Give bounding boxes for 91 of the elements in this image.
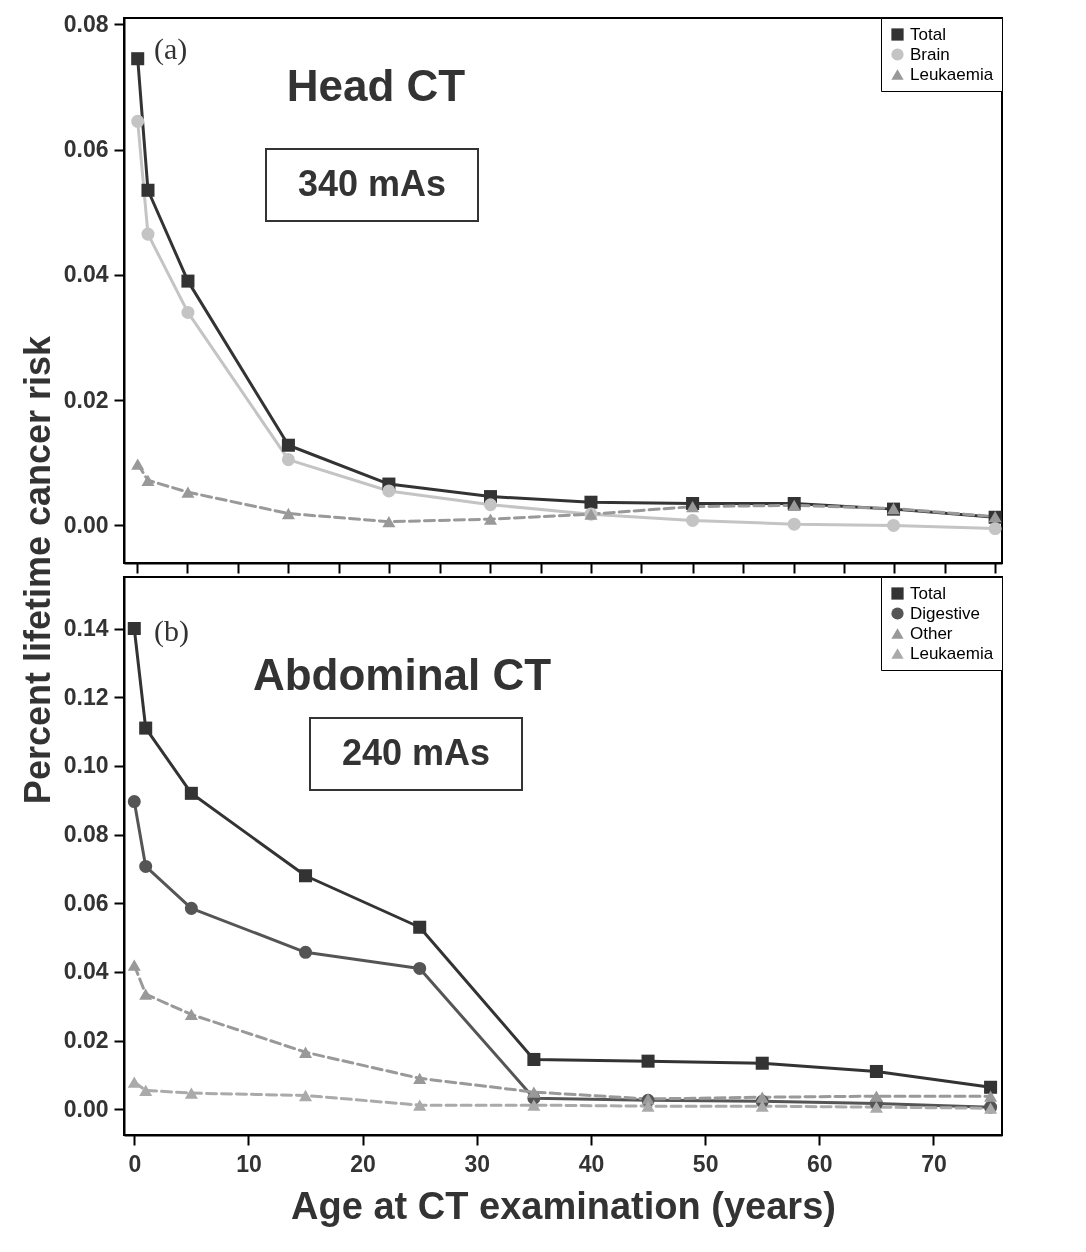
y-tick-label: 0.00 (63, 511, 109, 538)
point (755, 1056, 769, 1070)
legend-label: Other (910, 623, 953, 643)
point (131, 52, 145, 66)
point (281, 507, 295, 520)
point (184, 786, 198, 800)
point (127, 621, 141, 636)
legend-label: Total (910, 24, 946, 44)
point (139, 721, 153, 735)
point (787, 517, 801, 531)
point (184, 901, 198, 915)
x-axis-title: Age at CT examination (years) (291, 1184, 836, 1227)
y-tick-label: 0.14 (63, 615, 109, 642)
point (755, 1091, 769, 1103)
point (127, 1076, 141, 1088)
point (483, 498, 498, 512)
legend-label: Brain (910, 44, 950, 64)
point (141, 227, 155, 241)
point (641, 1054, 655, 1068)
y-tick-label: 0.02 (63, 1027, 109, 1054)
x-tick-label: 40 (578, 1150, 605, 1177)
annotation: (a) (154, 32, 188, 66)
point (131, 114, 145, 128)
point (127, 795, 141, 809)
point (869, 1101, 883, 1113)
point (984, 1080, 998, 1094)
point (755, 1100, 769, 1112)
point (584, 495, 598, 509)
point (127, 959, 141, 971)
point (869, 1064, 883, 1078)
point (139, 988, 153, 1000)
point (281, 453, 295, 467)
y-tick-label: 0.08 (63, 10, 109, 37)
y-tick-label: 0.10 (63, 752, 109, 779)
annotation: 240 mAs (341, 732, 491, 773)
point (869, 1090, 883, 1102)
y-tick-label: 0.06 (63, 889, 109, 916)
point (382, 484, 396, 498)
point (299, 1089, 313, 1102)
x-tick-label: 60 (807, 1150, 833, 1177)
point (413, 920, 427, 934)
y-tick-label: 0.04 (63, 261, 109, 288)
annotation: (b) (154, 614, 189, 648)
point (686, 513, 700, 527)
point (299, 1046, 313, 1058)
x-tick-label: 0 (128, 1150, 142, 1177)
point (641, 1100, 655, 1112)
text: Abdominal CT (252, 650, 552, 699)
point (139, 1084, 153, 1097)
y-tick-label: 0.12 (63, 683, 109, 710)
point (483, 513, 498, 525)
point (299, 945, 313, 959)
point (184, 1087, 198, 1099)
point (181, 274, 195, 288)
legend-label: Leukaemia (910, 643, 994, 663)
point (413, 1099, 427, 1111)
point (988, 522, 1002, 536)
point (887, 518, 901, 532)
legend-label: Digestive (910, 603, 980, 623)
legend-label: Total (910, 583, 946, 603)
legend-label: Leukaemia (910, 64, 994, 84)
y-tick-label: 0.08 (63, 821, 109, 848)
point (382, 516, 396, 528)
point (141, 474, 155, 486)
point (139, 859, 153, 873)
y-tick-label: 0.04 (63, 958, 109, 985)
point (413, 1072, 427, 1084)
point (281, 438, 295, 452)
annotation: 340 mAs (297, 163, 447, 204)
point (527, 1052, 541, 1066)
x-tick-label: 30 (464, 1150, 491, 1177)
point (184, 1008, 198, 1021)
x-tick-label: 10 (236, 1150, 262, 1177)
y-tick-label: 0.06 (63, 136, 109, 163)
point (131, 458, 145, 470)
y-axis-title: Percent lifetime cancer risk (17, 335, 59, 805)
y-tick-label: 0.02 (63, 386, 109, 413)
point (181, 486, 195, 498)
x-tick-label: 50 (692, 1150, 719, 1177)
point (141, 183, 155, 197)
point (686, 500, 700, 513)
point (181, 305, 195, 319)
point (299, 869, 313, 883)
x-tick-label: 70 (921, 1150, 947, 1177)
y-tick-label: 0.00 (63, 1095, 109, 1122)
x-tick-label: 20 (350, 1150, 376, 1177)
text: Head CT (286, 61, 466, 110)
point (527, 1099, 541, 1111)
point (413, 961, 427, 975)
point (984, 1090, 998, 1102)
point (527, 1086, 541, 1098)
